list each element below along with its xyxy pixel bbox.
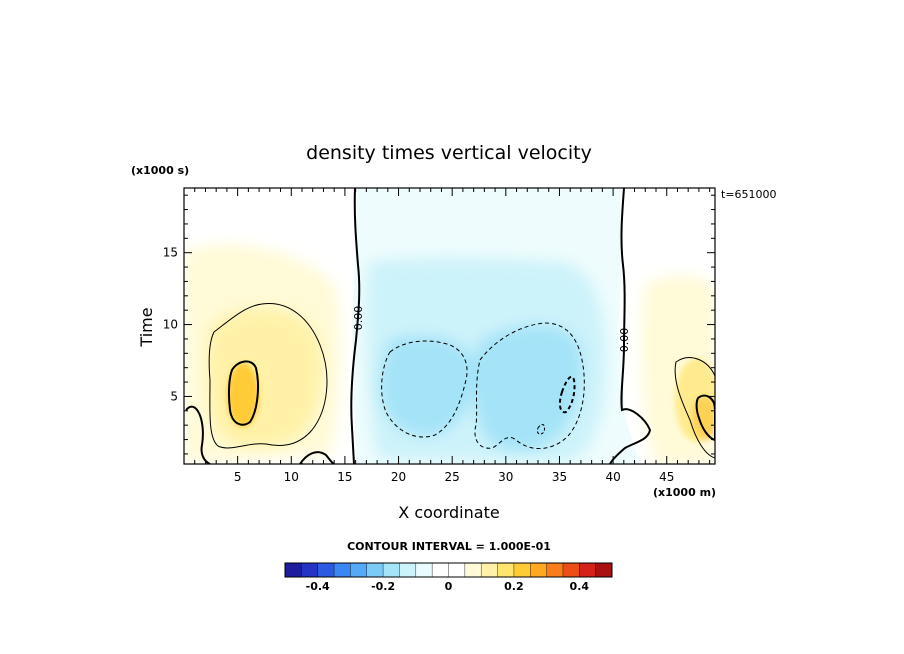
positive-peak-left-fill	[227, 363, 259, 427]
x-unit-label: (x1000 m)	[653, 486, 716, 499]
positive-ring-right-fill	[675, 358, 715, 442]
negative-contour-core	[558, 375, 576, 414]
x-tick-label: 45	[659, 470, 674, 484]
x-tick-label: 35	[552, 470, 567, 484]
colorbar	[284, 562, 613, 578]
x-tick-label: 40	[605, 470, 620, 484]
colorbar-swatch	[595, 563, 613, 577]
colorbar-swatch	[350, 563, 368, 577]
positive-contour-right-inner	[695, 394, 715, 442]
colorbar-swatch	[448, 563, 466, 577]
chart-title: density times vertical velocity	[306, 142, 592, 164]
plot-area	[184, 188, 715, 464]
colorbar-swatch	[562, 563, 580, 577]
colorbar-swatch	[530, 563, 547, 577]
negative-contour-right	[474, 322, 585, 449]
colorbar-tick-label: 0	[445, 580, 453, 593]
colorbar-swatch	[317, 563, 335, 577]
colorbar-swatch	[285, 563, 302, 577]
colorbar-labels: -0.4 -0.2 0 0.2 0.4	[306, 580, 590, 593]
colorbar-tick-label: 0.2	[504, 580, 524, 593]
x-tick-label: 30	[498, 470, 513, 484]
positive-contour-right	[674, 357, 715, 459]
x-tick-label: 5	[234, 470, 242, 484]
x-tick-label: 20	[391, 470, 406, 484]
y-tick-label: 15	[163, 246, 178, 260]
zero-contour-label-left: 0.00	[352, 306, 365, 331]
x-tick-label: 25	[445, 470, 460, 484]
positive-contour-left	[208, 303, 328, 449]
negative-contour-small	[537, 424, 545, 435]
colorbar-swatch	[334, 563, 351, 577]
time-stamp: t=651000	[721, 188, 777, 201]
colorbar-swatch	[415, 563, 433, 577]
plot-frame	[183, 187, 716, 465]
colorbar-swatch	[546, 563, 564, 577]
colorbar-tick-label: 0.4	[570, 580, 590, 593]
colorbar-swatch	[301, 563, 318, 577]
negative-core-right-fill	[474, 324, 584, 452]
y-unit-label: (x1000 s)	[131, 164, 189, 177]
zero-contour-bottom-mid	[299, 451, 335, 464]
negative-core-left-fill	[379, 335, 477, 437]
colorbar-frame	[284, 562, 613, 578]
colorbar-swatch	[579, 563, 596, 577]
colorbar-swatch	[481, 563, 498, 577]
positive-contour-left-inner	[227, 360, 259, 426]
x-tick-label: 15	[337, 470, 352, 484]
negative-contour-left	[381, 340, 468, 438]
y-axis-minor-ticks	[184, 194, 715, 455]
colorbar-swatch	[383, 563, 400, 577]
y-tick-label: 10	[163, 318, 178, 332]
y-tick-label: 5	[170, 389, 178, 403]
zero-contour-label-right: 0.00	[618, 328, 631, 353]
contour-interval-label: CONTOUR INTERVAL = 1.000E-01	[347, 540, 551, 553]
positive-core-left-fill	[206, 306, 324, 449]
colorbar-swatch	[497, 563, 515, 577]
colorbar-swatch	[513, 563, 531, 577]
colorbar-swatch	[432, 563, 449, 577]
colorbar-swatch	[464, 563, 482, 577]
colorbar-swatch	[399, 563, 417, 577]
x-tick-label: 10	[284, 470, 299, 484]
zero-contour-right	[609, 188, 652, 464]
x-axis-minor-ticks	[194, 188, 711, 464]
colorbar-tick-label: -0.2	[371, 580, 395, 593]
zero-contour-left	[350, 188, 361, 464]
colorbar-swatch	[366, 563, 384, 577]
x-axis-label: X coordinate	[398, 503, 499, 522]
colorbar-tick-label: -0.4	[306, 580, 330, 593]
y-axis-ticks: 5 10 15	[163, 246, 715, 403]
y-axis-label: Time	[137, 307, 156, 347]
x-axis-ticks: 5 10 15 20 25 30 35 40 45	[234, 188, 674, 484]
